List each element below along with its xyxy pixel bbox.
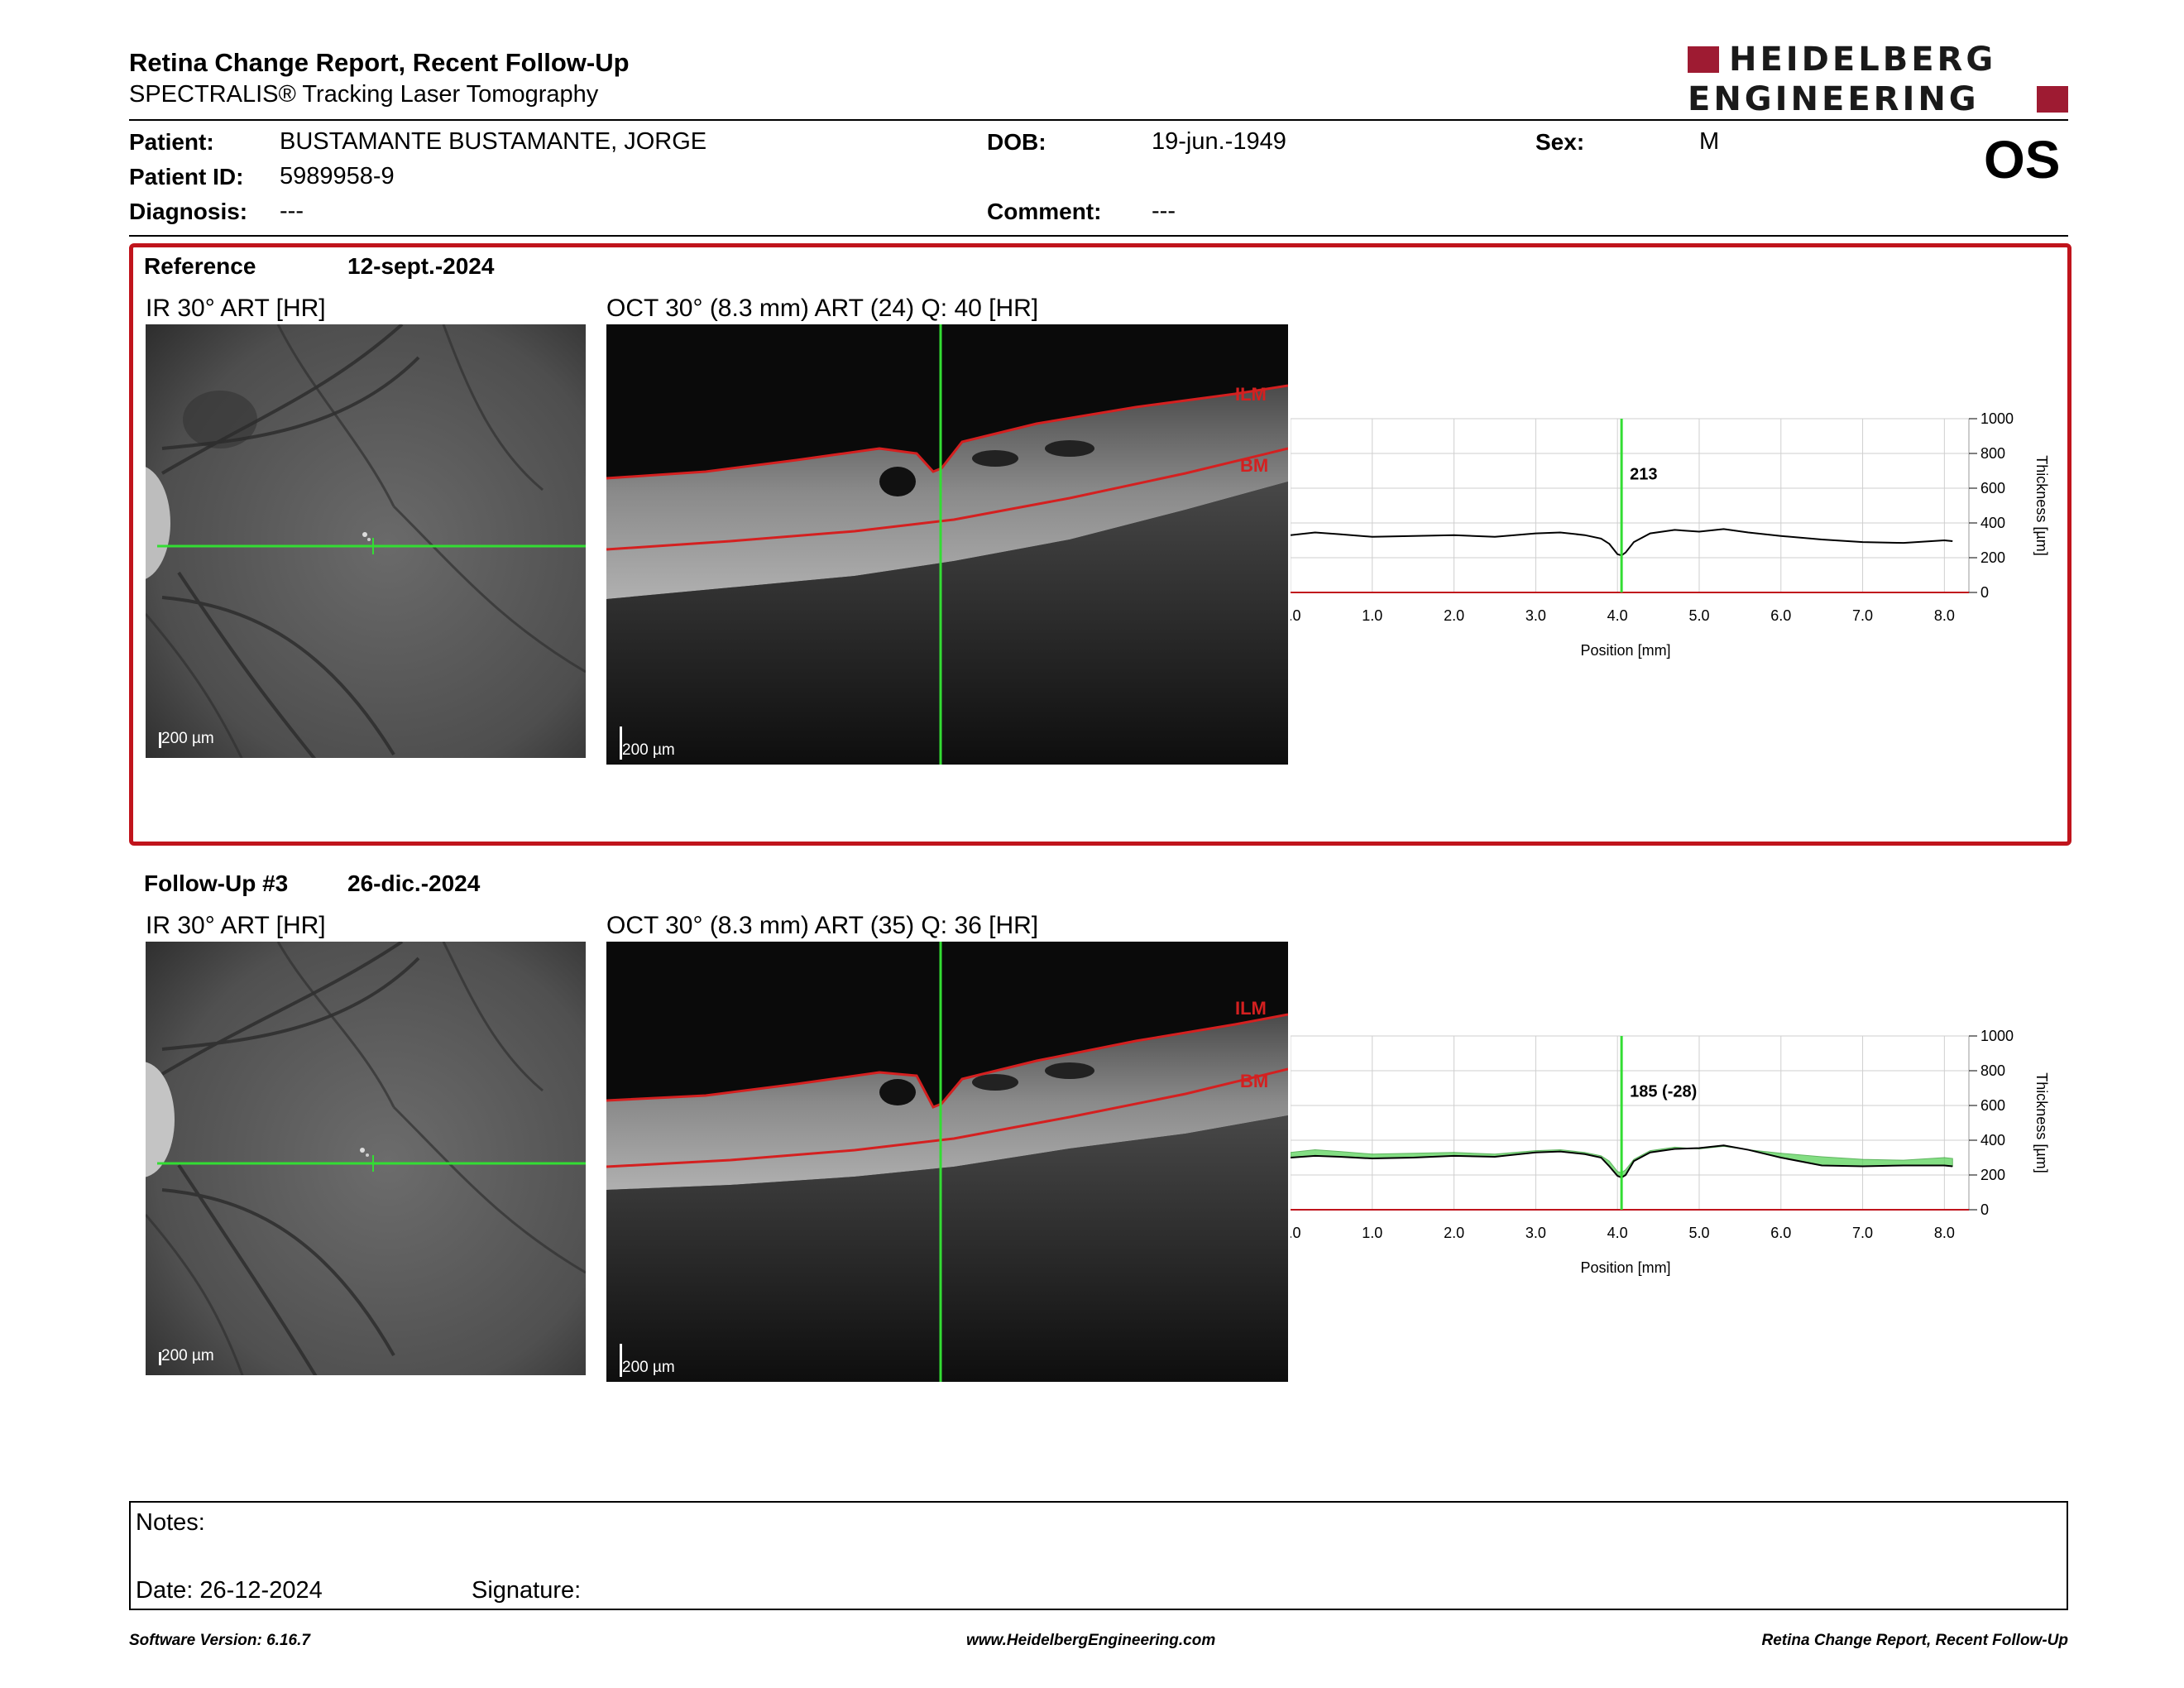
- x-tick-label: 2.0: [1444, 1225, 1464, 1241]
- reference-date: 12-sept.-2024: [347, 253, 495, 279]
- x-tick-label: 5.0: [1688, 1225, 1709, 1241]
- followup-thickness-plot[interactable]: 185 (-28) 0.0 1.0 2.0 3.0 4.0 5.0 6.0 7.0 8.0 0 200…: [1291, 1028, 2085, 1292]
- comment-value: ---: [1152, 198, 1176, 224]
- header-rule: [129, 119, 2068, 121]
- notes-label: Notes:: [136, 1509, 205, 1536]
- reference-oct-scalebar: 200 µm: [620, 727, 675, 760]
- followup-ir-scalebar: 200 µm: [159, 1347, 214, 1365]
- y-tick-label: 0: [1980, 584, 1989, 601]
- y-tick-label: 200: [1980, 1167, 2005, 1183]
- followup-label: Follow-Up #3: [144, 870, 289, 896]
- reference-oct-title: OCT 30° (8.3 mm) ART (24) Q: 40 [HR]: [606, 295, 1039, 322]
- logo-square-bottom: [2037, 86, 2068, 113]
- y-tick-label: 800: [1980, 445, 2005, 462]
- diagnosis-label: Diagnosis:: [129, 199, 248, 224]
- reference-fundus-image[interactable]: 200 µm: [146, 324, 586, 765]
- notes-date: Date: 26-12-2024: [136, 1577, 323, 1604]
- eye-laterality: OS: [1984, 130, 2061, 189]
- y-tick-label: 1000: [1980, 410, 2014, 427]
- ilm-layer-label: ILM: [1235, 998, 1267, 1019]
- reference-ir-scalebar: 200 µm: [159, 730, 214, 748]
- diagnosis-value: ---: [280, 198, 304, 224]
- reference-oct-bscan[interactable]: ILM BM 200 µm: [606, 324, 1288, 765]
- y-tick-label: 600: [1980, 480, 2005, 496]
- heidelberg-logo: HEIDELBERG ENGINEERING: [1688, 43, 2068, 119]
- reference-ir-title: IR 30° ART [HR]: [146, 295, 326, 322]
- bm-layer-label: BM: [1240, 1071, 1269, 1091]
- reference-thickness-plot[interactable]: 213 0.0 1.0 2.0 3.0 4.0 5.0 6.0 7.0 8.0 0 200 400 600…: [1291, 410, 2085, 675]
- x-tick-label: 8.0: [1934, 1225, 1955, 1241]
- x-tick-label: 5.0: [1688, 607, 1709, 624]
- reference-label: Reference: [144, 253, 256, 279]
- y-tick-label: 600: [1980, 1097, 2005, 1114]
- x-tick-label: 4.0: [1607, 607, 1628, 624]
- signature-label: Signature:: [472, 1577, 582, 1604]
- x-tick-label: 2.0: [1444, 607, 1464, 624]
- y-axis-label: Thickness [µm]: [2033, 455, 2050, 555]
- x-tick-label: 1.0: [1362, 607, 1382, 624]
- logo-square-top: [1688, 46, 1719, 73]
- report-subtitle: SPECTRALIS® Tracking Laser Tomography: [129, 81, 599, 108]
- y-axis-label: Thickness [µm]: [2033, 1072, 2050, 1172]
- plot-area: [1291, 1035, 1970, 1211]
- footer-report-name: Retina Change Report, Recent Follow-Up: [1761, 1632, 2068, 1649]
- comment-label: Comment:: [987, 199, 1102, 224]
- sex-label: Sex:: [1535, 129, 1585, 155]
- logo-line-2: ENGINEERING: [1688, 80, 1980, 118]
- followup-ir-title: IR 30° ART [HR]: [146, 912, 326, 939]
- bm-layer-label: BM: [1240, 455, 1269, 476]
- x-tick-label: 3.0: [1525, 607, 1546, 624]
- x-tick-label: 6.0: [1770, 1225, 1791, 1241]
- followup-date: 26-dic.-2024: [347, 870, 481, 896]
- notes-box[interactable]: Notes: Date: 26-12-2024 Signature:: [129, 1501, 2068, 1610]
- report-title: Retina Change Report, Recent Follow-Up: [129, 48, 630, 77]
- x-tick-label: 4.0: [1607, 1225, 1628, 1241]
- y-tick-label: 400: [1980, 515, 2005, 531]
- patient-id-label: Patient ID:: [129, 164, 244, 189]
- logo-line-1: HEIDELBERG: [1729, 41, 1997, 79]
- fundus-graphic: [146, 942, 586, 1382]
- fundus-graphic: [146, 324, 586, 765]
- website-link[interactable]: www.HeidelbergEngineering.com: [966, 1632, 1216, 1649]
- sex-value: M: [1699, 128, 1720, 155]
- x-tick-label: 8.0: [1934, 607, 1955, 624]
- x-tick-label: 1.0: [1362, 1225, 1382, 1241]
- marker-value-label: 213: [1630, 466, 1657, 484]
- x-tick-label: 7.0: [1852, 1225, 1873, 1241]
- plot-area: [1291, 418, 1970, 593]
- ilm-layer-label: ILM: [1235, 384, 1267, 405]
- y-tick-label: 200: [1980, 549, 2005, 566]
- patient-label: Patient:: [129, 129, 214, 155]
- y-tick-label: 0: [1980, 1201, 1989, 1218]
- dob-label: DOB:: [987, 129, 1046, 155]
- followup-oct-title: OCT 30° (8.3 mm) ART (35) Q: 36 [HR]: [606, 912, 1039, 939]
- dob-value: 19-jun.-1949: [1152, 128, 1286, 155]
- oct-bscan-graphic: [606, 324, 1288, 765]
- x-tick-label: 0.0: [1291, 1225, 1301, 1241]
- followup-oct-scalebar: 200 µm: [620, 1344, 675, 1377]
- oct-bscan-graphic: [606, 942, 1288, 1382]
- followup-fundus-image[interactable]: 200 µm: [146, 942, 586, 1382]
- x-axis-label: Position [mm]: [1581, 1259, 1671, 1276]
- x-tick-label: 0.0: [1291, 607, 1301, 624]
- y-tick-label: 400: [1980, 1132, 2005, 1149]
- software-version: Software Version: 6.16.7: [129, 1632, 310, 1649]
- y-tick-label: 1000: [1980, 1028, 2014, 1044]
- patient-id: 5989958-9: [280, 163, 395, 189]
- x-tick-label: 3.0: [1525, 1225, 1546, 1241]
- patient-name: BUSTAMANTE BUSTAMANTE, JORGE: [280, 128, 707, 155]
- x-tick-label: 6.0: [1770, 607, 1791, 624]
- x-tick-label: 7.0: [1852, 607, 1873, 624]
- x-axis-label: Position [mm]: [1581, 642, 1671, 659]
- marker-value-label: 185 (-28): [1630, 1083, 1697, 1101]
- followup-oct-bscan[interactable]: ILM BM 200 µm: [606, 942, 1288, 1382]
- reference-frame: [129, 243, 2071, 846]
- patient-rule: [129, 235, 2068, 237]
- y-tick-label: 800: [1980, 1062, 2005, 1079]
